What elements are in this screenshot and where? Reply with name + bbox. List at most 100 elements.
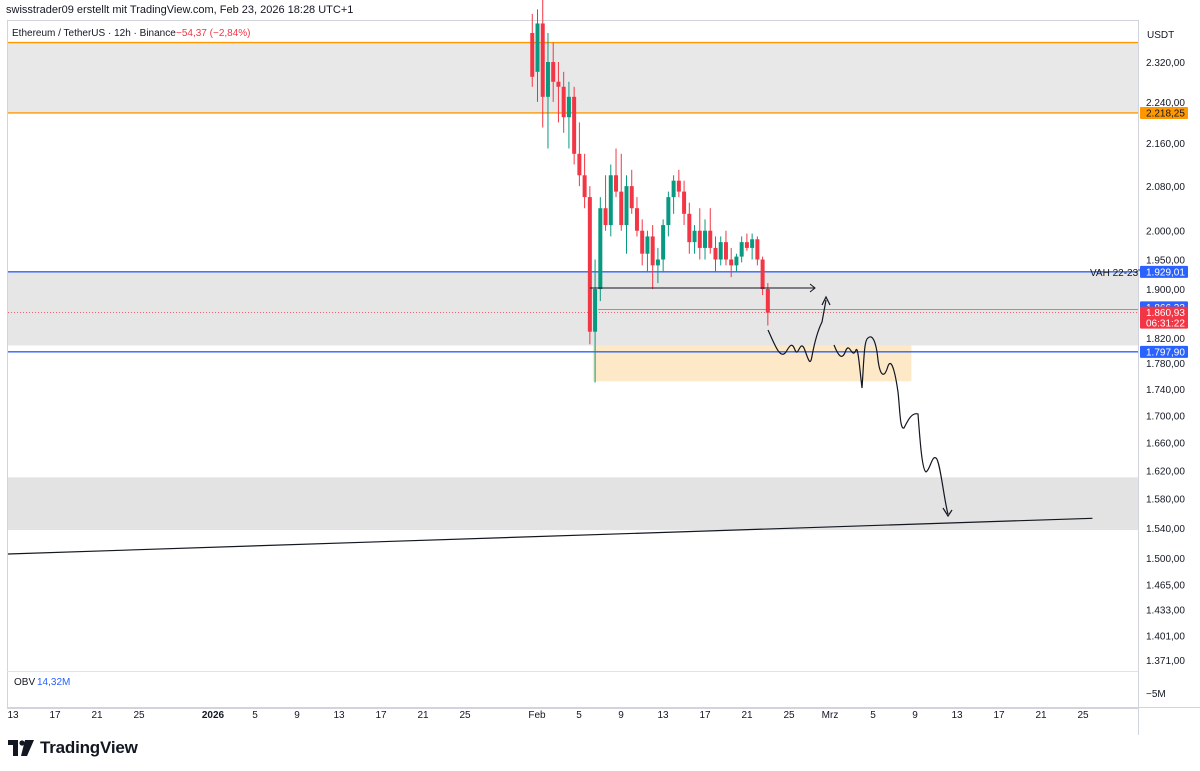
candle[interactable] [697, 230, 702, 248]
price-badge-label: 1.797,90 [1146, 347, 1185, 358]
price-axis: 2.320,00 2.240,00 2.160,00 2.080,00 2.000,00… [1146, 58, 1185, 667]
y-tick-label: 1.950,00 [1146, 256, 1185, 267]
x-tick-label: 5 [870, 710, 876, 721]
hline-label: VAH 22-23' [1090, 268, 1140, 279]
y-tick-label: 1.500,00 [1146, 554, 1185, 565]
y-tick-label: 1.371,00 [1146, 656, 1185, 667]
legend-symbol[interactable]: Ethereum / TetherUS · 12h · Binance [12, 28, 176, 39]
tradingview-logo[interactable]: TradingView [8, 737, 138, 759]
candle[interactable] [577, 153, 582, 176]
candle[interactable] [629, 186, 634, 209]
candle[interactable] [676, 180, 681, 192]
candle[interactable] [582, 175, 587, 198]
x-tick-label: 25 [783, 710, 795, 721]
candle[interactable] [645, 236, 650, 254]
y-tick-label: 1.540,00 [1146, 524, 1185, 535]
candle[interactable] [545, 62, 550, 97]
candle[interactable] [572, 96, 577, 154]
candle[interactable] [655, 259, 660, 266]
candle[interactable] [718, 242, 723, 260]
candle[interactable] [734, 256, 739, 266]
price-badge [1140, 306, 1188, 329]
candle[interactable] [755, 239, 760, 260]
projection-path-2 [833, 336, 949, 515]
candle[interactable] [634, 208, 639, 231]
candle[interactable] [713, 247, 718, 260]
y-tick-label: 2.240,00 [1146, 98, 1185, 109]
candle[interactable] [587, 197, 592, 332]
x-tick-label: 17 [699, 710, 711, 721]
candle[interactable] [765, 289, 770, 313]
x-tick-label: 13 [333, 710, 345, 721]
y-tick-label: 1.660,00 [1146, 439, 1185, 450]
y-tick-label: 1.900,00 [1146, 285, 1185, 296]
x-tick-label: Mrz [822, 710, 839, 721]
y-tick-label: 1.580,00 [1146, 495, 1185, 506]
candle[interactable] [608, 175, 613, 226]
y-tick-label: 2.160,00 [1146, 139, 1185, 150]
candle[interactable] [603, 208, 608, 226]
obv-label[interactable]: OBV [14, 677, 35, 688]
candle[interactable] [535, 23, 540, 72]
candle[interactable] [619, 191, 624, 226]
candle[interactable] [723, 242, 728, 260]
y-tick-label: 1.401,00 [1146, 631, 1185, 642]
zones-layer [8, 42, 1138, 531]
trendline[interactable] [7, 517, 1093, 555]
x-tick-label: 9 [618, 710, 624, 721]
candle[interactable] [666, 197, 671, 226]
candle[interactable] [551, 62, 556, 82]
x-tick-label: 21 [417, 710, 429, 721]
horizontal-lines-layer: VAH 22-23' [8, 41, 1140, 353]
x-tick-label: 13 [951, 710, 963, 721]
candle[interactable] [744, 242, 749, 248]
legend-change: −54,37 (−2,84%) [176, 28, 251, 39]
candle[interactable] [598, 208, 603, 290]
x-tick-label: 25 [1077, 710, 1089, 721]
y-tick-label: 2.320,00 [1146, 58, 1185, 69]
projection-path-1 [767, 299, 827, 362]
candle[interactable] [682, 191, 687, 214]
candle[interactable] [650, 236, 655, 266]
candle[interactable] [561, 86, 566, 118]
candles-layer [530, 0, 770, 383]
candle[interactable] [593, 289, 598, 332]
tradingview-logo-icon [8, 740, 34, 756]
candle[interactable] [556, 81, 561, 87]
x-tick-label: 5 [252, 710, 258, 721]
candle[interactable] [614, 175, 619, 192]
x-tick-label: 25 [133, 710, 145, 721]
candle[interactable] [640, 230, 645, 254]
candle[interactable] [750, 239, 755, 248]
x-tick-label: 21 [1035, 710, 1047, 721]
candle[interactable] [530, 32, 535, 77]
candle[interactable] [671, 180, 676, 198]
x-tick-label: 17 [375, 710, 387, 721]
x-tick-label: 17 [993, 710, 1005, 721]
y-tick-label: 1.780,00 [1146, 359, 1185, 370]
x-tick-label: 17 [49, 710, 61, 721]
candle[interactable] [729, 259, 734, 266]
zone-1 [8, 271, 1138, 346]
time-axis: 13 17 21 25 2026 5 9 13 17 21 25 Feb 5 9 13 17 21 25 Mrz 5 9… [7, 710, 1089, 721]
candle[interactable] [566, 96, 571, 118]
candle[interactable] [661, 225, 666, 260]
y-tick-label: 1.740,00 [1146, 385, 1185, 396]
candle[interactable] [739, 242, 744, 257]
chart-header: swisstrader09 erstellt mit TradingView.c… [6, 4, 354, 16]
y-tick-label: 1.700,00 [1146, 411, 1185, 422]
candle[interactable] [540, 23, 545, 97]
x-tick-label: 25 [459, 710, 471, 721]
chart[interactable]: VAH 22-23' 2.320,00 2.240,00 2.160,00 2.080… [0, 0, 1200, 735]
candle[interactable] [708, 230, 713, 248]
price-badge [1140, 106, 1188, 119]
price-badge-label: 1.929,01 [1146, 267, 1185, 278]
candle[interactable] [760, 259, 765, 290]
candle[interactable] [624, 186, 629, 226]
x-tick-label: 2026 [202, 710, 225, 721]
candle[interactable] [687, 213, 692, 243]
x-tick-label: 9 [294, 710, 300, 721]
candle[interactable] [703, 230, 708, 248]
candle[interactable] [692, 230, 697, 243]
hand-drawn-projection [590, 283, 953, 518]
